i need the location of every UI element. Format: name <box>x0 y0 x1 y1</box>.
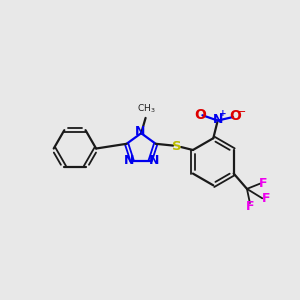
Text: −: − <box>237 107 247 117</box>
Text: +: + <box>219 109 227 118</box>
Text: F: F <box>259 177 267 190</box>
Text: N: N <box>148 154 159 167</box>
Text: N: N <box>135 125 146 138</box>
Text: N: N <box>212 113 223 126</box>
Text: O: O <box>194 108 206 122</box>
Text: O: O <box>230 110 241 123</box>
Text: N: N <box>123 154 134 167</box>
Text: S: S <box>172 140 182 153</box>
Text: CH$_3$: CH$_3$ <box>137 103 156 115</box>
Text: F: F <box>246 200 254 213</box>
Text: F: F <box>262 192 270 205</box>
